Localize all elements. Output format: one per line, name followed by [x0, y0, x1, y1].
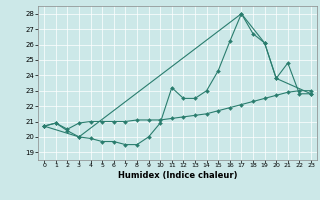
X-axis label: Humidex (Indice chaleur): Humidex (Indice chaleur): [118, 171, 237, 180]
